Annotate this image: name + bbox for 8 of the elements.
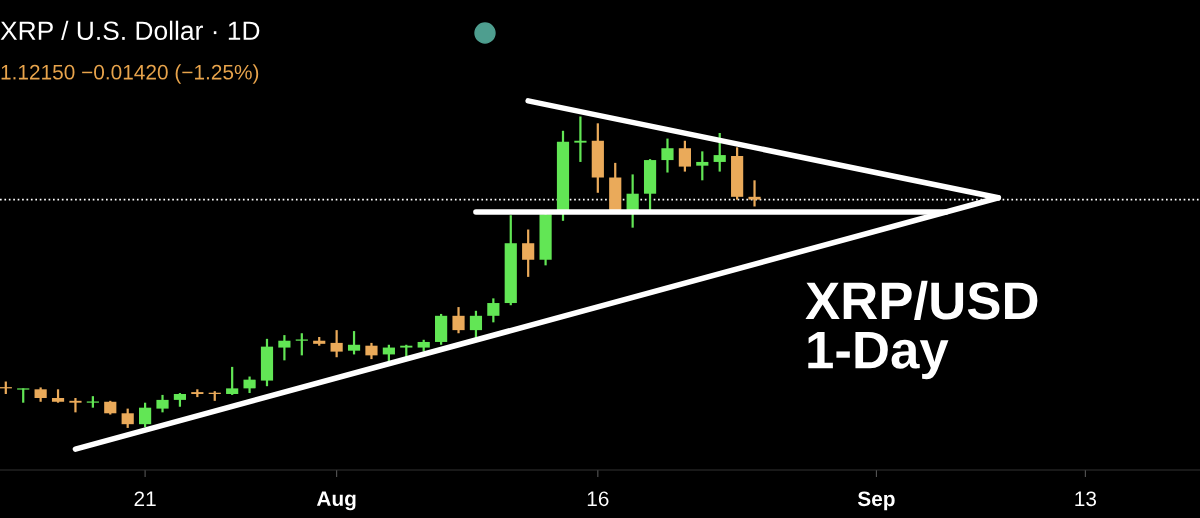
- x-tick-label: Aug: [316, 491, 356, 511]
- chart-title: XRP / U.S. Dollar · 1D: [0, 20, 260, 41]
- x-tick-label: Sep: [857, 491, 895, 511]
- annotation: XRP/USD 1-Day: [805, 280, 1038, 380]
- chart-subtitle: 1.12150 −0.01420 (−1.25%): [1, 64, 259, 84]
- x-tick-label: 21: [134, 491, 156, 506]
- x-tick-label: 13: [1075, 491, 1097, 507]
- x-tick-label: 16: [587, 491, 609, 507]
